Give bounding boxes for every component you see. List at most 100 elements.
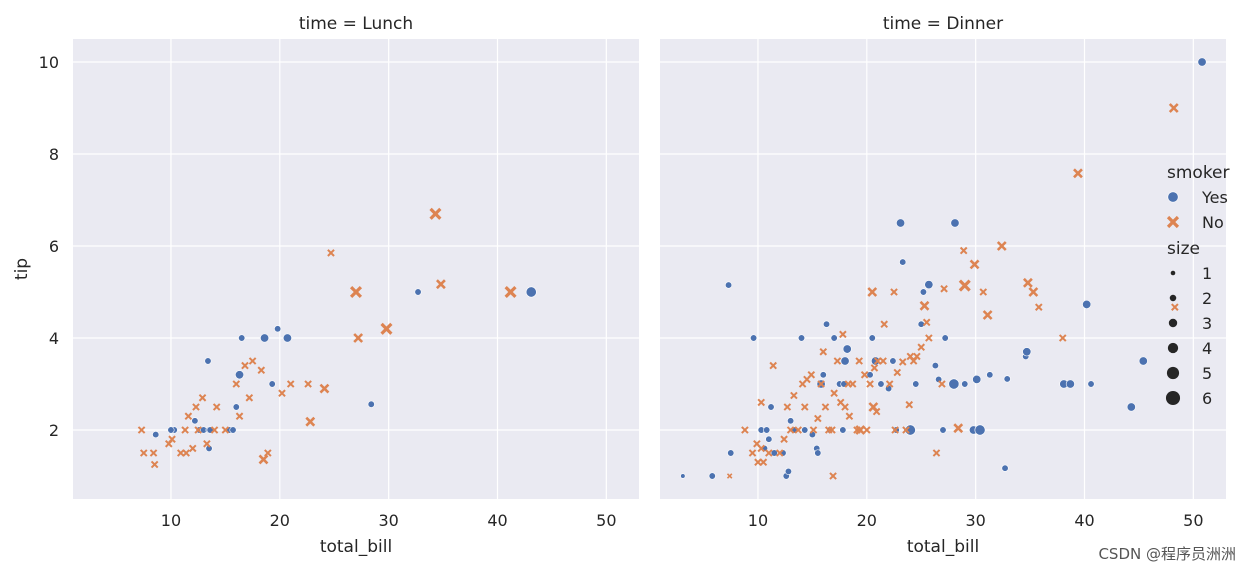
data-point-yes [931,362,939,370]
legend-size-marker [1168,318,1178,328]
data-point-no [327,249,335,257]
legend-size-marker [1166,366,1180,380]
data-point-no [982,310,993,320]
data-point-yes [961,380,969,388]
legend-marker-yes [1167,191,1179,203]
data-point-yes [941,334,949,342]
data-point-no [1034,303,1043,311]
legend-marker-no [1166,215,1180,229]
data-point-no [182,449,190,457]
data-point-no [248,357,257,365]
panel-title-lunch: time = Lunch [299,14,413,34]
data-point-no [1171,303,1179,311]
data-point-no [828,426,836,434]
legend-hue-entries: Yes No [1166,188,1228,232]
data-point-no [969,259,980,270]
x-tick-label: 40 [487,511,507,530]
plot-area-dinner [660,39,1226,499]
xticks-lunch: 10 20 30 40 50 [161,511,617,530]
y-tick-label: 4 [49,329,59,348]
data-point-yes [822,320,831,328]
grid-lunch [73,39,639,499]
data-point-yes [763,426,771,434]
data-point-no [898,358,907,366]
data-point-yes [1126,402,1136,412]
data-point-yes [767,403,775,411]
data-point-no [845,412,854,420]
legend-size-marker [1167,342,1179,354]
data-point-no [150,460,159,469]
data-point-no [890,288,898,296]
data-point-no [809,426,818,434]
data-point-no [819,348,828,356]
data-point-no [168,435,176,443]
data-point-no [203,440,211,448]
data-point-no [757,444,766,453]
data-point-no [807,371,816,379]
data-point-yes [877,380,885,388]
panel-title-dinner: time = Dinner [883,14,1003,34]
data-point-no [959,246,968,255]
data-point-no [258,454,269,465]
data-point-yes [525,286,537,298]
x-tick-label: 40 [1074,511,1094,530]
grid-dinner [660,39,1226,499]
data-point-no [257,366,266,374]
data-point-no [891,426,899,434]
data-point-no [863,426,871,434]
data-point-no [221,426,230,434]
data-point-yes [414,288,422,296]
data-point-no [192,403,200,411]
data-point-yes [1197,57,1207,67]
data-point-no [870,364,879,372]
x-tick-label: 20 [857,511,877,530]
legend-size-entries: 1 2 3 4 5 6 [1165,264,1212,408]
legend-label-yes: Yes [1201,188,1228,207]
data-point-yes [680,473,686,479]
data-point-yes [974,424,986,436]
data-point-yes [950,218,960,228]
data-point-no [765,449,773,457]
data-point-yes [260,333,270,343]
data-point-yes [889,357,897,365]
data-point-yes [1003,375,1011,383]
data-point-yes [919,288,927,296]
data-point-yes [797,334,806,342]
data-point-yes [725,281,733,289]
data-point-no [1058,334,1067,342]
data-point-no [872,407,881,416]
data-point-no [848,380,857,388]
data-point-no [885,380,894,388]
data-point-no [839,330,847,339]
yticks-lunch: 2 4 6 8 10 [39,53,59,440]
data-point-yes [235,370,245,380]
data-point-yes [839,426,847,434]
data-point-no [917,343,926,351]
data-point-no [137,426,146,434]
data-point-no [953,423,964,434]
data-point-yes [1138,356,1148,366]
data-point-no [821,403,830,411]
data-point-no [319,383,330,394]
data-point-no [139,449,148,457]
data-point-no [830,389,838,397]
data-point-no [194,426,202,434]
data-point-no [841,403,849,411]
x-tick-label: 10 [161,511,181,530]
data-point-no [245,394,254,402]
data-point-yes [204,357,212,365]
data-point-no [893,368,902,377]
data-point-no [353,333,364,343]
data-point-yes [765,435,773,443]
data-point-yes [750,334,758,342]
data-point-no [855,425,866,435]
data-point-no [264,449,272,457]
data-point-no [775,449,784,457]
data-point-yes [866,371,874,379]
data-point-no [435,279,446,290]
data-point-no [866,380,874,388]
legend-size-label: 1 [1202,264,1212,283]
data-point-no [304,380,312,388]
data-point-no [235,412,244,420]
legend-size-marker [1169,294,1177,302]
